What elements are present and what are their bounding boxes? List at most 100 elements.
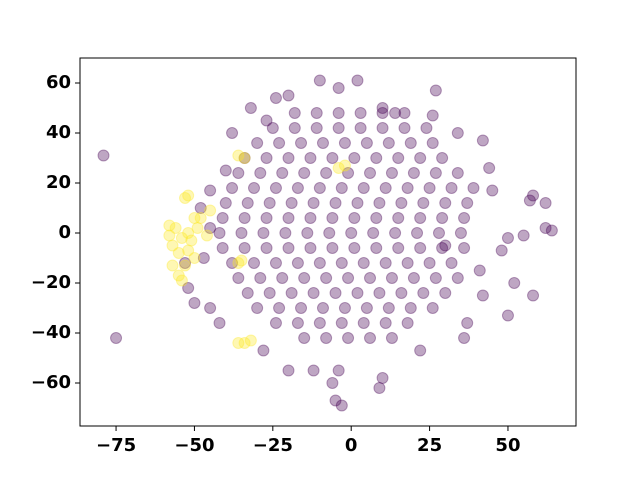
scatter-point bbox=[385, 167, 398, 179]
scatter-point bbox=[279, 227, 292, 239]
scatter-point bbox=[332, 162, 345, 174]
x-tick-label: 25 bbox=[417, 435, 442, 456]
scatter-point bbox=[282, 152, 295, 164]
scatter-point bbox=[248, 182, 261, 194]
scatter-point bbox=[288, 107, 301, 119]
scatter-point bbox=[257, 227, 270, 239]
scatter-point bbox=[329, 394, 342, 407]
scatter-point bbox=[451, 167, 464, 179]
scatter-point bbox=[244, 102, 257, 114]
scatter-point bbox=[329, 197, 342, 209]
scatter-point bbox=[342, 167, 355, 179]
scatter-point bbox=[310, 107, 323, 119]
scatter-point bbox=[213, 317, 226, 329]
x-tick-label: 0 bbox=[345, 435, 358, 456]
scatter-point bbox=[439, 197, 452, 209]
scatter-point bbox=[473, 264, 486, 277]
scatter-point bbox=[360, 302, 373, 314]
scatter-point bbox=[354, 107, 367, 119]
scatter-point bbox=[226, 257, 239, 269]
scatter-point bbox=[320, 272, 333, 284]
scatter-point bbox=[379, 182, 392, 194]
scatter-point bbox=[310, 122, 323, 134]
scatter-point bbox=[273, 302, 286, 314]
scatter-point bbox=[226, 182, 239, 194]
scatter-point bbox=[238, 337, 251, 349]
scatter-point bbox=[285, 287, 298, 299]
scatter-point bbox=[191, 222, 204, 234]
scatter-point bbox=[360, 137, 373, 149]
scatter-point bbox=[326, 152, 339, 164]
axes-frame bbox=[79, 57, 577, 427]
scatter-point bbox=[219, 164, 232, 177]
y-tick-label: 0 bbox=[58, 222, 71, 243]
scatter-point bbox=[395, 197, 408, 209]
scatter-point bbox=[235, 254, 248, 267]
scatter-point bbox=[166, 239, 179, 252]
scatter-point bbox=[166, 259, 179, 272]
scatter-point bbox=[238, 152, 251, 164]
scatter-point bbox=[316, 302, 329, 314]
scatter-point bbox=[326, 377, 339, 389]
scatter-point bbox=[172, 247, 185, 259]
scatter-point bbox=[539, 197, 552, 209]
scatter-point bbox=[304, 212, 317, 224]
scatter-point bbox=[385, 272, 398, 284]
scatter-point bbox=[244, 334, 257, 347]
scatter-point bbox=[326, 212, 339, 224]
scatter-point bbox=[291, 317, 304, 329]
scatter-point bbox=[276, 272, 289, 284]
scatter-point bbox=[291, 182, 304, 194]
scatter-point bbox=[451, 272, 464, 284]
scatter-point bbox=[163, 229, 176, 242]
scatter-point bbox=[461, 317, 474, 329]
scatter-point bbox=[411, 227, 424, 239]
scatter-point bbox=[392, 152, 405, 164]
scatter-point bbox=[269, 92, 282, 104]
scatter-point bbox=[175, 274, 188, 287]
scatter-point bbox=[163, 219, 176, 232]
scatter-point bbox=[379, 317, 392, 329]
scatter-point bbox=[204, 302, 217, 314]
scatter-point bbox=[298, 332, 311, 344]
scatter-point bbox=[370, 212, 383, 224]
plot-area bbox=[97, 74, 558, 412]
scatter-point bbox=[232, 337, 245, 349]
scatter-point bbox=[219, 197, 232, 209]
scatter-point bbox=[414, 242, 427, 254]
scatter-point bbox=[351, 74, 364, 87]
scatter-point bbox=[313, 74, 326, 87]
scatter-point bbox=[348, 152, 361, 164]
scatter-point bbox=[182, 244, 195, 257]
scatter-point bbox=[285, 197, 298, 209]
scatter-point bbox=[407, 272, 420, 284]
scatter-point bbox=[501, 309, 514, 322]
x-tick-label: −75 bbox=[96, 435, 136, 456]
scatter-point bbox=[351, 287, 364, 299]
scatter-point bbox=[273, 137, 286, 149]
scatter-point bbox=[342, 272, 355, 284]
scatter-point bbox=[260, 114, 273, 127]
scatter-point bbox=[332, 82, 345, 94]
scatter-point bbox=[376, 372, 389, 384]
scatter-point bbox=[445, 257, 458, 269]
scatter-point bbox=[175, 232, 188, 244]
scatter-point bbox=[254, 167, 267, 179]
scatter-point bbox=[329, 287, 342, 299]
scatter-point bbox=[501, 232, 514, 244]
scatter-point bbox=[204, 184, 217, 197]
scatter-point bbox=[263, 287, 276, 299]
scatter-point bbox=[458, 242, 471, 254]
scatter-point bbox=[316, 137, 329, 149]
scatter-point bbox=[364, 272, 377, 284]
scatter-point bbox=[238, 242, 251, 254]
scatter-point bbox=[194, 212, 207, 224]
scatter-point bbox=[269, 182, 282, 194]
scatter-point bbox=[338, 159, 351, 172]
scatter-point bbox=[307, 287, 320, 299]
scatter-point bbox=[495, 244, 508, 257]
scatter-point bbox=[373, 382, 386, 394]
scatter-point bbox=[348, 212, 361, 224]
scatter-point bbox=[398, 107, 411, 119]
scatter-point bbox=[232, 257, 245, 269]
